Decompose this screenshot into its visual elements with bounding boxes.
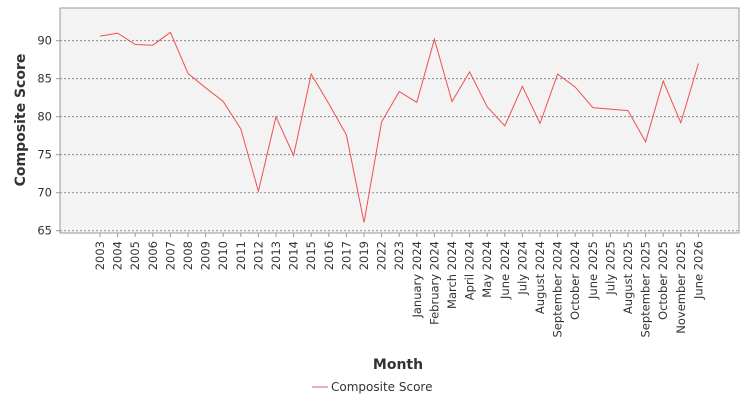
data-point <box>662 80 664 82</box>
x-tick-label: January 2024 <box>410 241 424 319</box>
data-point <box>592 106 594 108</box>
x-tick-label: 2012 <box>251 241 265 270</box>
data-point <box>380 121 382 123</box>
x-tick-label: March 2024 <box>445 241 459 309</box>
x-axis-title: Month <box>373 357 423 373</box>
x-tick-label: 2019 <box>357 241 371 270</box>
data-point <box>310 73 312 75</box>
plot-background <box>60 8 739 233</box>
y-tick-label: 70 <box>37 186 52 200</box>
data-point <box>468 71 470 73</box>
x-tick-label: 2007 <box>163 241 177 270</box>
data-point <box>99 35 101 37</box>
x-tick-label: 2016 <box>322 241 336 270</box>
gridlines <box>60 40 739 232</box>
data-point <box>240 128 242 130</box>
x-tick-label: October 2025 <box>656 241 670 320</box>
data-point <box>521 85 523 87</box>
data-point <box>609 108 611 110</box>
x-tick-label: July 2024 <box>515 241 529 296</box>
x-tick-label: 2023 <box>392 241 406 270</box>
data-point <box>556 73 558 75</box>
data-point <box>416 101 418 103</box>
data-point <box>152 44 154 46</box>
y-tick-label: 80 <box>37 110 52 124</box>
y-axis-title: Composite Score <box>13 54 29 187</box>
x-tick-label: August 2024 <box>533 241 547 314</box>
x-tick-label: October 2024 <box>568 241 582 320</box>
data-point <box>187 72 189 74</box>
x-tick-label: June 2025 <box>586 241 600 300</box>
data-point <box>398 90 400 92</box>
data-point <box>644 141 646 143</box>
data-point <box>328 103 330 105</box>
y-tick-label: 65 <box>37 224 52 238</box>
data-point <box>363 221 365 223</box>
x-tick-label: 2003 <box>93 241 107 270</box>
x-tick-label: 2006 <box>146 241 160 270</box>
data-point <box>697 62 699 64</box>
data-point <box>222 100 224 102</box>
x-tick-label: November 2025 <box>674 241 688 334</box>
x-tick-label: 2009 <box>199 241 213 270</box>
y-tick-label: 90 <box>37 34 52 48</box>
y-tick-label: 85 <box>37 72 52 86</box>
y-tick-label: 75 <box>37 148 52 162</box>
x-tick-label: July 2025 <box>603 241 617 296</box>
data-point <box>204 87 206 89</box>
data-point <box>486 106 488 108</box>
x-tick-label: April 2024 <box>463 241 477 300</box>
x-tick-label: 2013 <box>269 241 283 270</box>
x-tick-label: 2004 <box>111 241 125 270</box>
data-point <box>680 122 682 124</box>
x-tick-label: June 2024 <box>498 241 512 300</box>
x-tick-label: 2017 <box>339 241 353 270</box>
x-tick-label: August 2025 <box>621 241 635 314</box>
data-point <box>345 134 347 136</box>
x-tick-label: February 2024 <box>427 241 441 325</box>
legend-label: Composite Score <box>331 380 432 394</box>
data-point <box>627 109 629 111</box>
y-axis-ticks: 65 70 75 80 85 90 <box>37 34 60 238</box>
data-point <box>292 154 294 156</box>
x-tick-label: May 2024 <box>480 241 494 298</box>
data-point <box>433 38 435 40</box>
x-tick-label: September 2025 <box>639 241 653 338</box>
data-point <box>451 100 453 102</box>
x-tick-label: 2008 <box>181 241 195 270</box>
data-point <box>539 122 541 124</box>
x-tick-label: September 2024 <box>551 241 565 338</box>
data-point <box>574 86 576 88</box>
data-point <box>275 115 277 117</box>
data-point <box>257 190 259 192</box>
x-tick-label: 2014 <box>287 241 301 270</box>
x-tick-label: 2011 <box>234 241 248 270</box>
data-point <box>504 125 506 127</box>
x-tick-label: 2010 <box>216 241 230 270</box>
x-tick-label: 2005 <box>128 241 142 270</box>
data-point <box>134 43 136 45</box>
data-point <box>169 31 171 33</box>
legend: Composite Score <box>312 380 432 394</box>
data-point <box>116 32 118 34</box>
x-axis-ticks: 2003 2004 2005 2006 2007 2008 2009 2010 2011 2012… <box>93 233 705 338</box>
x-tick-label: June 2026 <box>691 241 705 300</box>
series-line-0 <box>99 31 699 223</box>
series-layer <box>99 31 699 223</box>
x-tick-label: 2022 <box>375 241 389 270</box>
x-tick-label: 2015 <box>304 241 318 270</box>
